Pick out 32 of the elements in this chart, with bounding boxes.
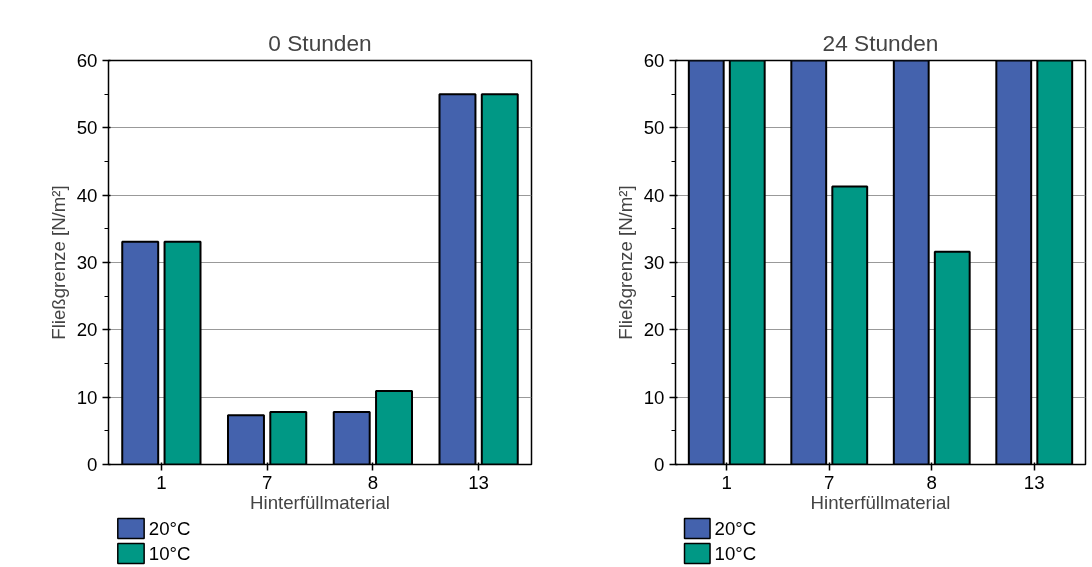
y-tick-label: 40 — [643, 184, 665, 206]
x-tick-label: 13 — [1023, 471, 1045, 493]
y-axis-title: Fließgrenze [N/m²] — [47, 185, 69, 340]
chart-title: 0 Stunden — [268, 29, 372, 56]
x-tick-label: 7 — [261, 471, 273, 493]
legend-label: 10°C — [148, 543, 191, 564]
y-tick-label: 10 — [643, 386, 665, 408]
y-axis-title: Fließgrenze [N/m²] — [614, 185, 636, 340]
y-tick-label: 30 — [643, 252, 665, 273]
x-tick-label: 8 — [367, 471, 379, 493]
x-axis-title: Hinterfüllmaterial — [810, 491, 951, 513]
y-tick-label: 20 — [643, 319, 665, 341]
x-axis-title: Hinterfüllmaterial — [250, 491, 390, 513]
y-tick-label: 60 — [76, 50, 98, 71]
legend-label: 20°C — [714, 518, 757, 539]
y-tick-label: 0 — [654, 454, 665, 475]
x-tick-label: 13 — [468, 471, 490, 493]
x-tick-label: 1 — [721, 471, 732, 493]
y-tick-label: 30 — [76, 252, 98, 273]
y-tick-label: 50 — [76, 117, 98, 139]
y-tick-label: 0 — [87, 454, 98, 475]
y-tick-label: 10 — [76, 386, 98, 408]
y-tick-label: 50 — [643, 117, 665, 139]
y-tick-label: 20 — [76, 319, 98, 341]
legend-label: 10°C — [714, 543, 757, 564]
x-tick-label: 7 — [824, 471, 835, 493]
chart-title: 24 Stunden — [822, 29, 939, 56]
legend-label: 20°C — [148, 518, 191, 539]
x-tick-label: 8 — [926, 471, 937, 493]
y-tick-label: 60 — [643, 50, 665, 71]
x-tick-label: 1 — [156, 471, 167, 493]
y-tick-label: 40 — [76, 184, 98, 206]
